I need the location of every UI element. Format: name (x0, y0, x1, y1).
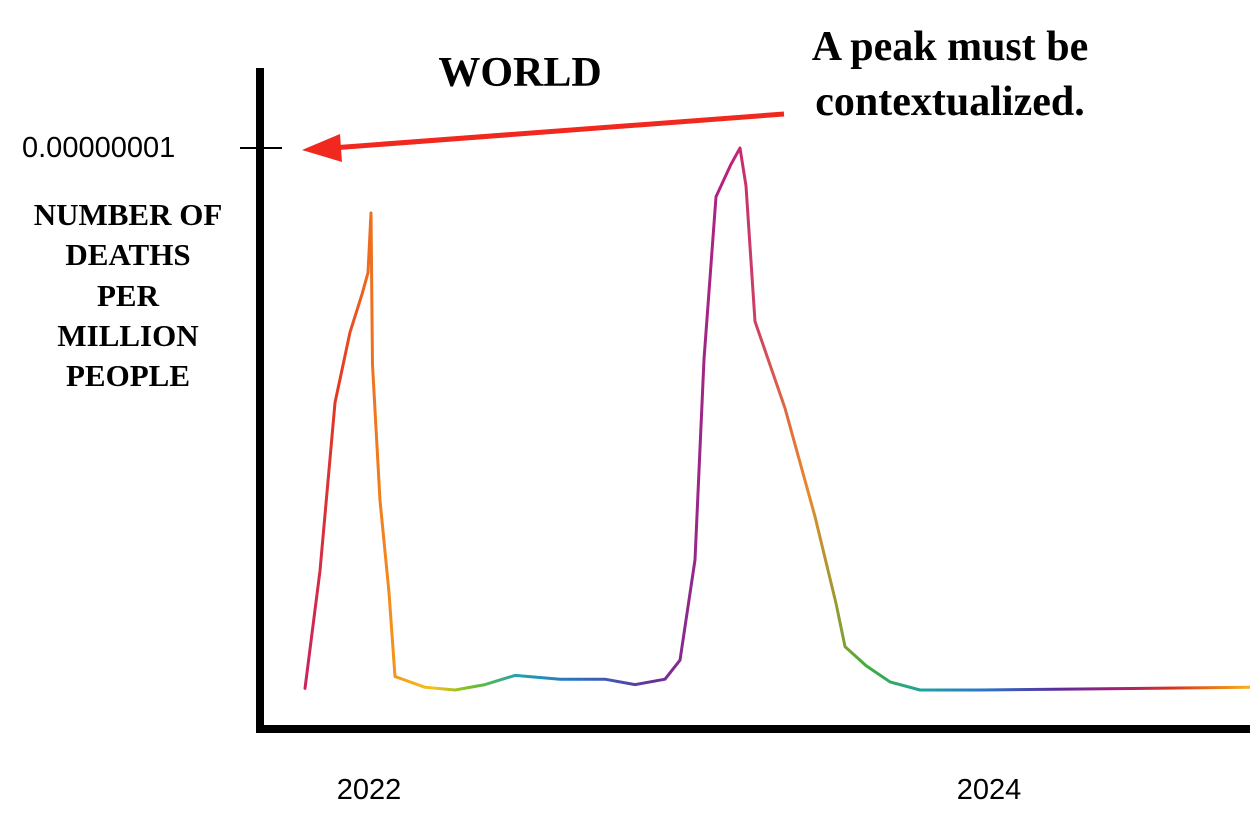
y-tick-label: 0.00000001 (22, 132, 175, 164)
x-tick-label-2024: 2024 (957, 774, 1022, 806)
y-axis-label-line: PEOPLE (66, 358, 190, 393)
data-series-line (303, 146, 1250, 692)
annotation-line: A peak must be (812, 24, 1089, 70)
chart-title: WORLD (438, 50, 601, 96)
annotation-line: contextualized. (815, 79, 1084, 125)
y-axis-label: NUMBER OF DEATHS PER MILLION PEOPLE (34, 197, 223, 393)
y-axis-label-line: NUMBER OF (34, 197, 223, 232)
annotation: A peak must be contextualized. (812, 24, 1089, 125)
y-axis-label-line: DEATHS (65, 237, 190, 272)
x-tick-label-2022: 2022 (337, 774, 402, 806)
y-axis-label-line: PER (97, 278, 160, 313)
y-axis-label-line: MILLION (57, 318, 198, 353)
annotation-arrow (302, 111, 785, 162)
